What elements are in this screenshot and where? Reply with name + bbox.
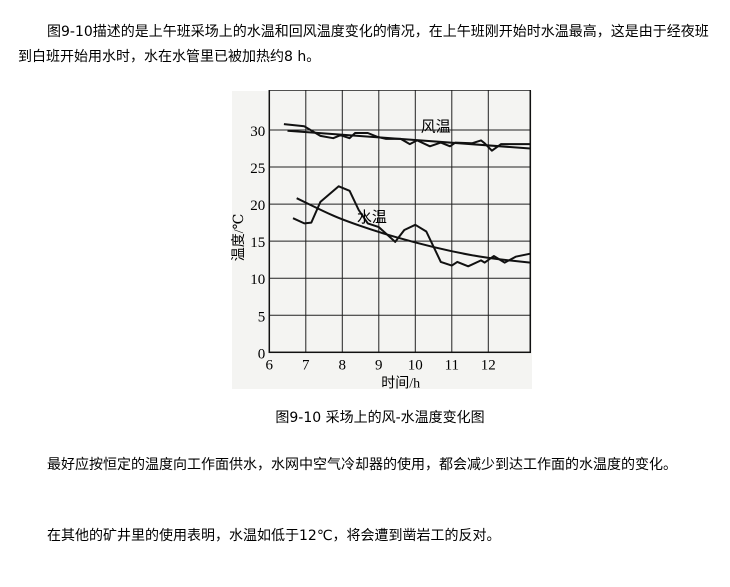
x-tick-label: 10 [408, 357, 423, 373]
water-temperature-label: 水温 [357, 209, 387, 226]
y-tick-label: 25 [250, 161, 265, 177]
x-axis-label: 时间/h [381, 375, 420, 390]
x-tick-label: 9 [375, 357, 383, 373]
y-tick-label: 15 [250, 235, 265, 251]
paragraph-supply: 最好应按恒定的温度向工作面供水，水网中空气冷却器的使用，都会减少到达工作面的水温… [47, 457, 677, 473]
x-tick-label: 11 [445, 357, 459, 373]
figure-caption: 图9-10 采场上的风-水温度变化图 [275, 410, 485, 426]
y-tick-label: 30 [250, 124, 265, 140]
air-temperature-line [283, 123, 531, 152]
x-tick-label: 8 [339, 357, 347, 373]
plot-frame [268, 90, 532, 354]
air-temperature-label: 风温 [421, 118, 451, 135]
water-temperature-trend-line [296, 197, 531, 264]
y-tick-label: 10 [250, 272, 265, 288]
paragraph-threshold: 在其他的矿井里的使用表明，水温如低于12℃，将会遭到凿岩工的反对。 [47, 528, 501, 544]
y-tick-label: 20 [250, 198, 265, 214]
x-tick-label: 7 [302, 357, 310, 373]
water-temperature-line [292, 185, 531, 268]
y-tick-label: 0 [258, 346, 266, 362]
y-tick-label: 5 [258, 309, 266, 325]
paragraph-intro: 图9-10描述的是上午班采场上的水温和回风温度变化的情况，在上午班刚开始时水温最… [18, 24, 709, 65]
x-tick-label: 12 [481, 357, 496, 373]
air-temperature-trend-line [287, 129, 531, 150]
x-tick-label: 6 [266, 357, 274, 373]
y-axis-label: 温度/℃ [231, 214, 247, 262]
